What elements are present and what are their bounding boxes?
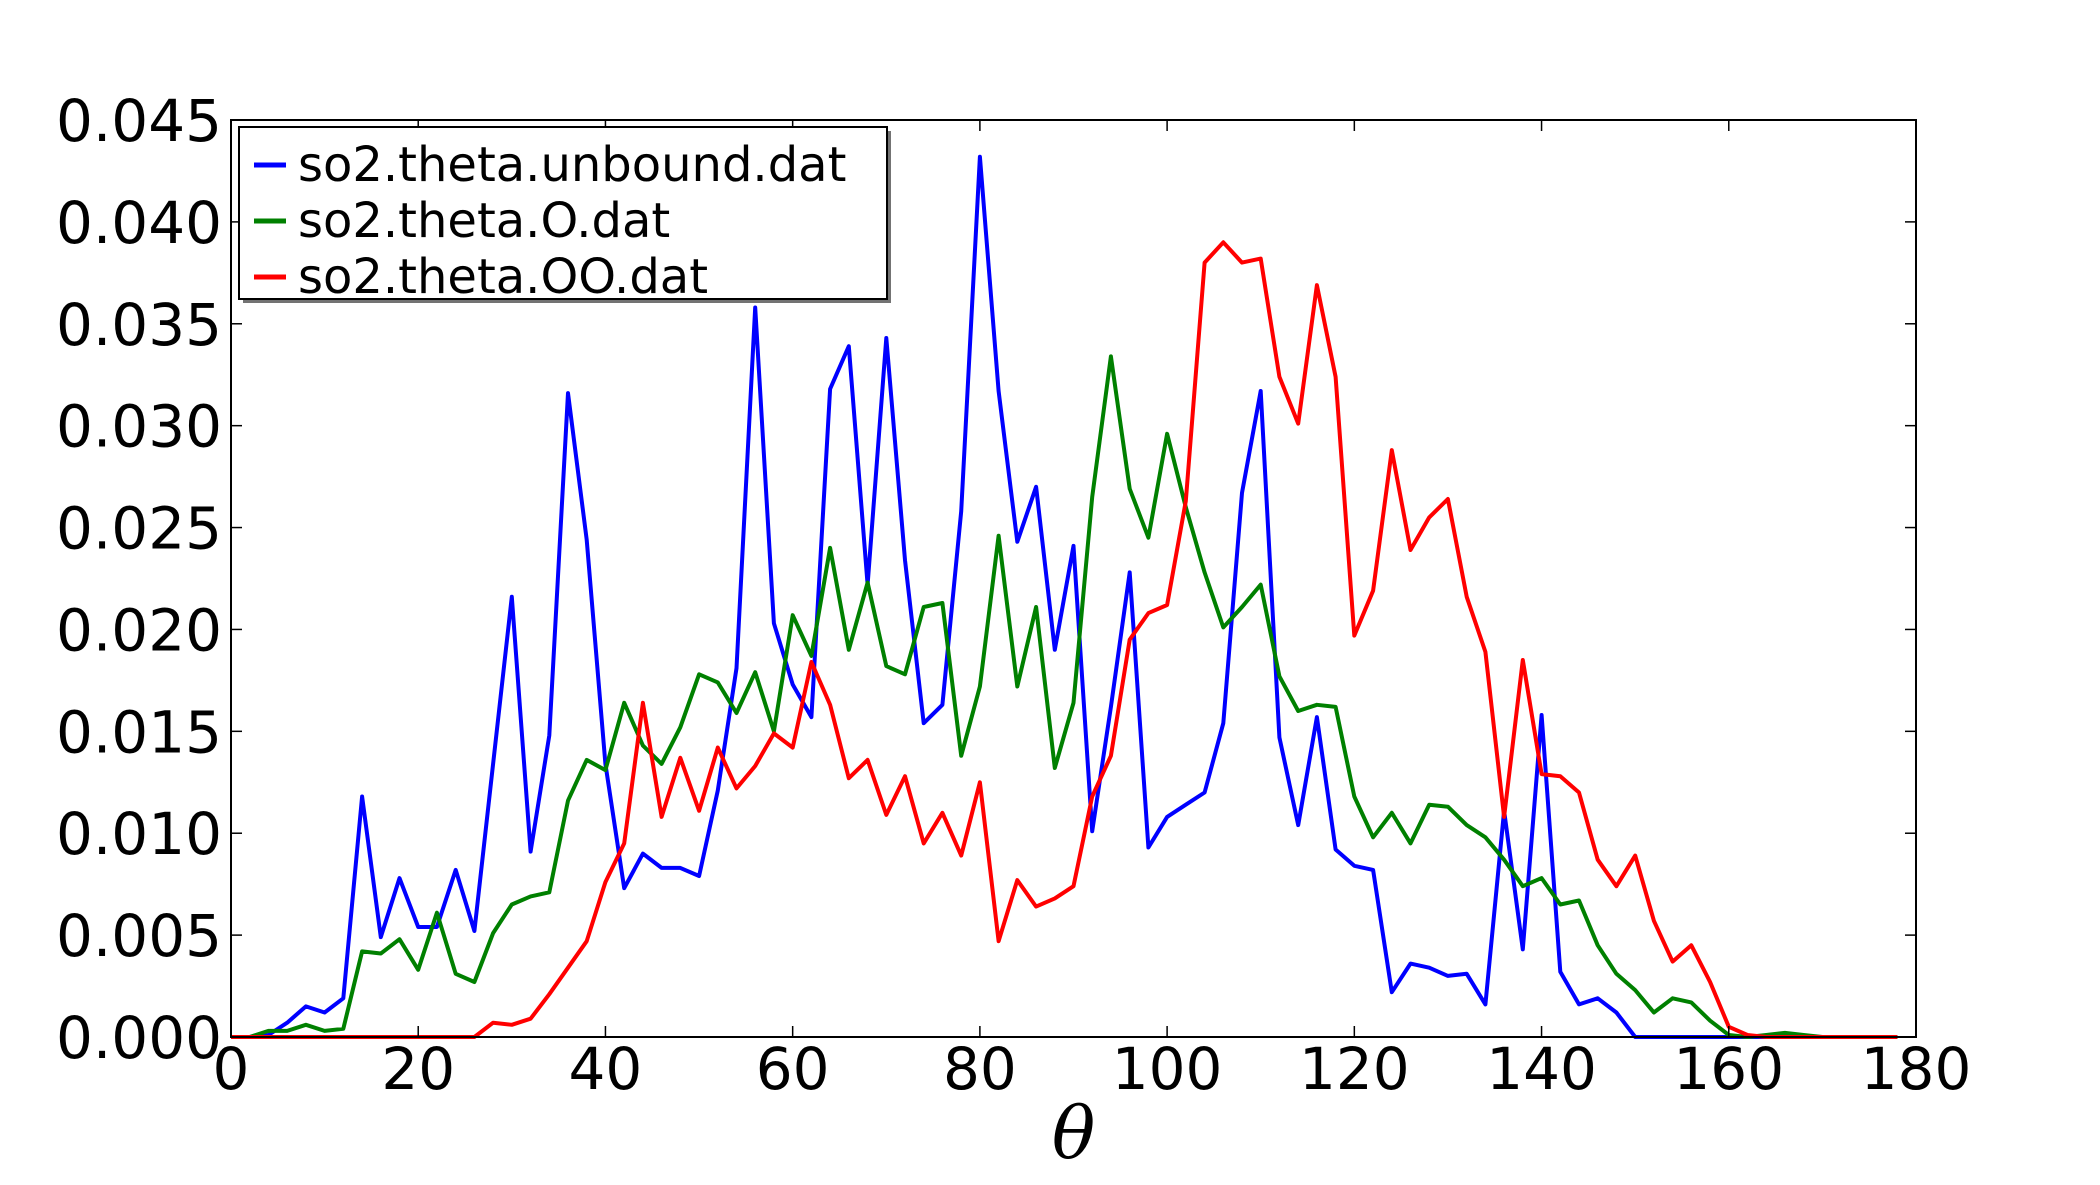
legend: so2.theta.unbound.datso2.theta.O.datso2.…: [238, 126, 891, 305]
y-tick-label: 0.010: [56, 800, 222, 868]
legend-label-3: so2.theta.OO.dat: [298, 249, 708, 305]
y-tick-label: 0.005: [56, 902, 222, 970]
legend-box: [238, 126, 888, 300]
x-tick-label: 180: [1861, 1035, 1972, 1103]
tick-layer: 0 20 40 60 80 100 120 140 160 180 0.000 0.005 0.010 0…: [56, 87, 1971, 1103]
x-tick-label: 60: [756, 1035, 830, 1103]
y-tick-label: 0.040: [56, 189, 222, 257]
x-tick-label: 40: [569, 1035, 643, 1103]
series-line-3: [231, 240, 1898, 1039]
legend-label-1: so2.theta.unbound.dat: [298, 137, 846, 193]
series-line-2: [231, 354, 1898, 1039]
x-tick-label: 80: [943, 1035, 1017, 1103]
y-tick-label: 0.030: [56, 393, 222, 461]
plot-frame: [230, 119, 1917, 1038]
series-layer: [231, 154, 1898, 1039]
x-tick-label: 120: [1299, 1035, 1410, 1103]
y-tick-label: 0.045: [56, 87, 222, 155]
y-tick-label: 0.025: [56, 495, 222, 563]
x-axis-label: θ: [1052, 1091, 1095, 1175]
y-tick-label: 0.035: [56, 291, 222, 359]
series-line-1: [231, 154, 1898, 1039]
x-tick-label: 160: [1673, 1035, 1784, 1103]
legend-label-2: so2.theta.O.dat: [298, 193, 670, 249]
y-tick-label: 0.000: [56, 1004, 222, 1072]
x-tick-label: 100: [1112, 1035, 1223, 1103]
y-tick-label: 0.015: [56, 698, 222, 766]
x-tick-label: 20: [381, 1035, 455, 1103]
y-tick-label: 0.020: [56, 596, 222, 664]
x-tick-label: 0: [213, 1035, 250, 1103]
x-tick-label: 140: [1486, 1035, 1597, 1103]
